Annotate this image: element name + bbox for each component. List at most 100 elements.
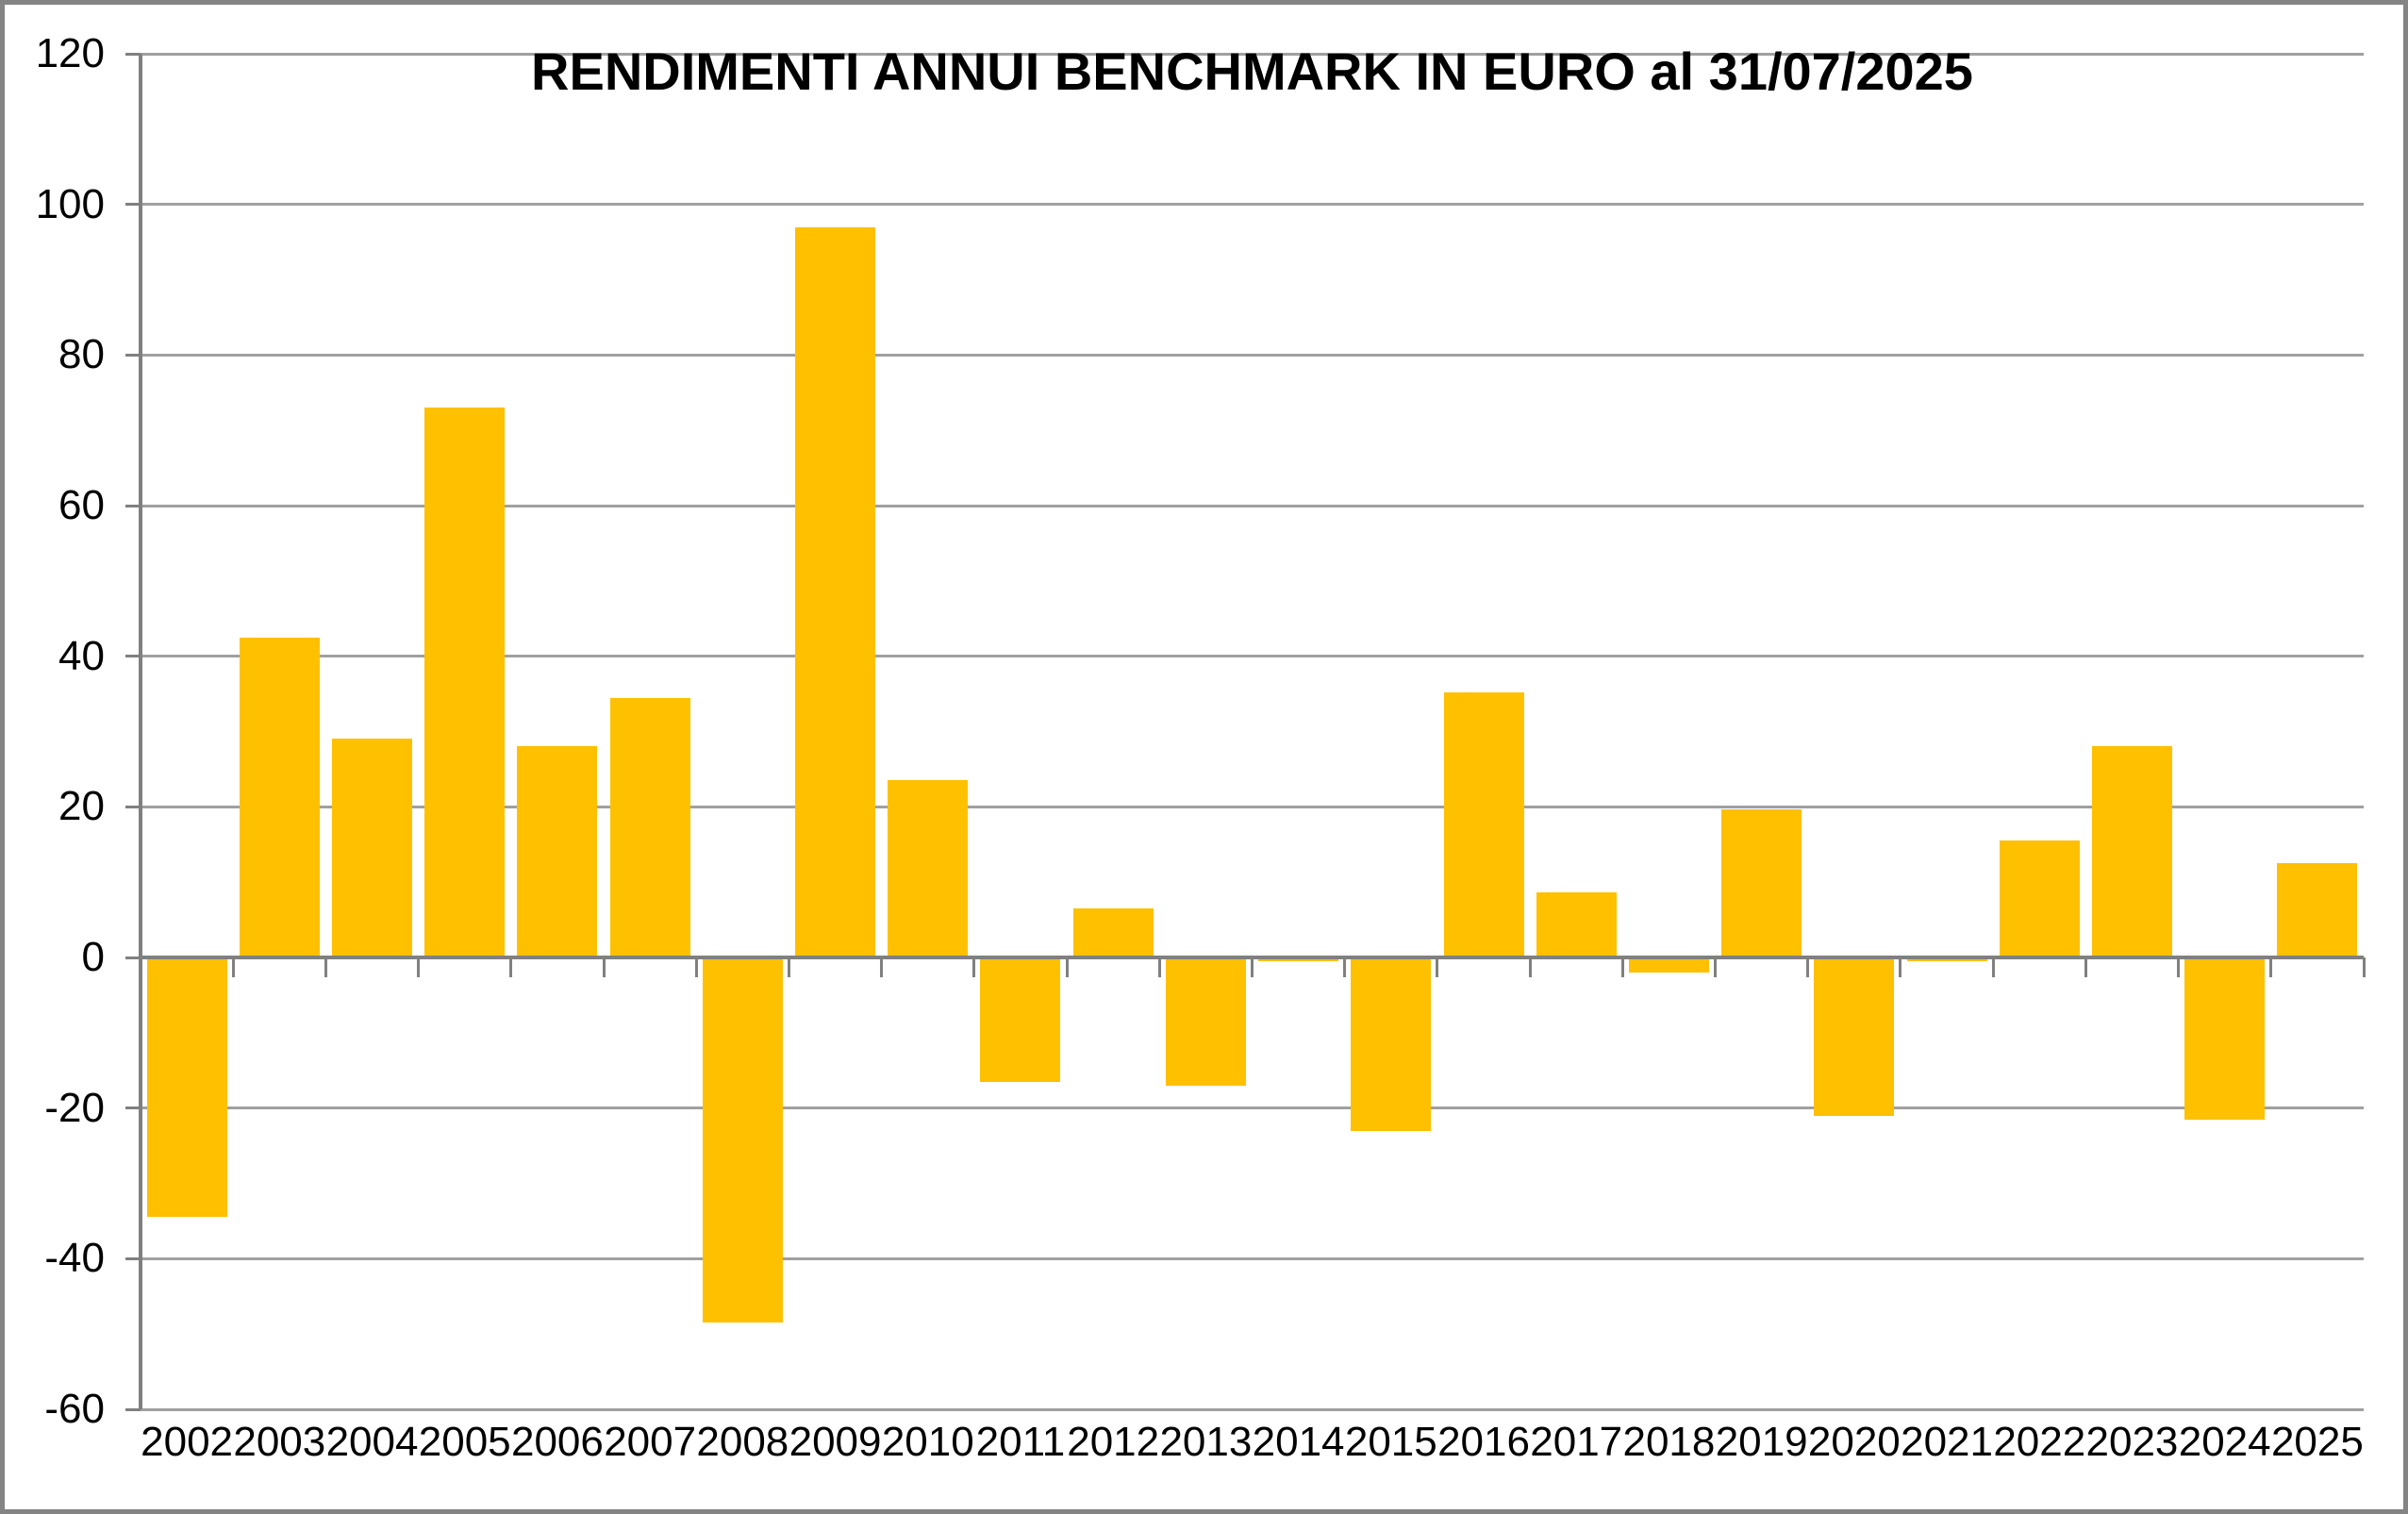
y-axis-line xyxy=(139,54,142,1409)
x-axis-tick-13 xyxy=(1343,957,1347,977)
x-axis-label-2018: 2018 xyxy=(1622,1419,1716,1465)
bar-2005 xyxy=(424,408,506,957)
x-axis-label-2006: 2006 xyxy=(510,1419,604,1465)
bar-2020 xyxy=(1814,957,1895,1116)
bar-2003 xyxy=(239,637,320,957)
x-axis-tick-23 xyxy=(2269,957,2273,977)
x-axis-tick-14 xyxy=(1436,957,1439,977)
gridline-80 xyxy=(141,353,2364,357)
x-axis-tick-24 xyxy=(2362,957,2366,977)
y-axis-tick--40 xyxy=(125,1256,141,1260)
gridline--40 xyxy=(141,1256,2364,1260)
x-axis-label-2011: 2011 xyxy=(975,1419,1066,1465)
x-axis-tick-9 xyxy=(972,957,976,977)
y-axis-label-120: 120 xyxy=(35,30,105,76)
x-axis-tick-6 xyxy=(694,957,698,977)
x-axis-label-2017: 2017 xyxy=(1530,1419,1623,1465)
x-axis-tick-16 xyxy=(1620,957,1624,977)
bar-2019 xyxy=(1721,808,1802,957)
x-axis-label-2014: 2014 xyxy=(1252,1419,1345,1465)
bar-2015 xyxy=(1351,957,1432,1131)
x-axis-tick-8 xyxy=(880,957,884,977)
x-axis-tick-12 xyxy=(1251,957,1254,977)
x-axis-tick-5 xyxy=(602,957,606,977)
y-axis-label--60: -60 xyxy=(44,1386,105,1432)
x-axis-tick-22 xyxy=(2177,957,2181,977)
bar-2012 xyxy=(1072,908,1154,957)
y-axis-tick-120 xyxy=(125,52,141,56)
x-axis-label-2012: 2012 xyxy=(1067,1419,1160,1465)
x-axis-label-2009: 2009 xyxy=(789,1419,882,1465)
x-axis-label-2024: 2024 xyxy=(2178,1419,2271,1465)
x-axis-tick-1 xyxy=(231,957,235,977)
x-axis-label-2013: 2013 xyxy=(1159,1419,1253,1465)
x-axis-tick-21 xyxy=(2084,957,2087,977)
y-axis-label--20: -20 xyxy=(44,1084,105,1131)
x-axis-tick-4 xyxy=(509,957,513,977)
y-axis-label-40: 40 xyxy=(58,632,105,679)
x-axis-tick-15 xyxy=(1528,957,1532,977)
x-axis-tick-10 xyxy=(1065,957,1069,977)
bar-2010 xyxy=(888,780,969,957)
y-axis-tick-60 xyxy=(125,504,141,507)
bar-2011 xyxy=(980,957,1061,1082)
bar-2002 xyxy=(146,957,227,1218)
bar-2022 xyxy=(1999,840,2080,957)
bar-2025 xyxy=(2277,863,2358,957)
x-axis-tick-17 xyxy=(1714,957,1718,977)
x-axis-label-2003: 2003 xyxy=(233,1419,326,1465)
bar-2024 xyxy=(2184,957,2266,1120)
bar-2004 xyxy=(332,739,413,957)
bar-2008 xyxy=(702,957,783,1323)
bar-2018 xyxy=(1628,957,1709,973)
y-axis-label-60: 60 xyxy=(58,482,105,528)
bar-2006 xyxy=(517,746,598,957)
y-axis-label-20: 20 xyxy=(58,783,105,830)
x-axis-tick-2 xyxy=(324,957,327,977)
y-axis-label-80: 80 xyxy=(58,331,105,378)
x-axis-label-2016: 2016 xyxy=(1437,1419,1530,1465)
gridline--20 xyxy=(141,1106,2364,1110)
y-axis-tick-40 xyxy=(125,655,141,658)
y-axis-label--40: -40 xyxy=(44,1235,105,1282)
x-axis-label-2005: 2005 xyxy=(418,1419,511,1465)
gridline-40 xyxy=(141,655,2364,658)
bar-2009 xyxy=(795,226,876,957)
y-axis-tick-20 xyxy=(125,805,141,808)
bar-2016 xyxy=(1443,691,1524,957)
bar-2017 xyxy=(1536,891,1617,957)
y-axis-tick-80 xyxy=(125,353,141,357)
x-axis-tick-20 xyxy=(1991,957,1995,977)
x-axis-label-2019: 2019 xyxy=(1715,1419,1808,1465)
x-axis-label-2007: 2007 xyxy=(604,1419,697,1465)
bar-2013 xyxy=(1165,957,1246,1086)
x-axis-label-2021: 2021 xyxy=(1901,1419,1993,1465)
x-axis-label-2010: 2010 xyxy=(881,1419,974,1465)
x-axis-label-2020: 2020 xyxy=(1807,1419,1901,1465)
gridline-60 xyxy=(141,504,2364,507)
y-axis-tick--60 xyxy=(125,1407,141,1411)
x-axis-label-2008: 2008 xyxy=(696,1419,789,1465)
y-axis-tick-0 xyxy=(125,956,141,959)
y-axis-tick--20 xyxy=(125,1106,141,1110)
x-axis-tick-19 xyxy=(1899,957,1902,977)
x-axis-label-2004: 2004 xyxy=(325,1419,419,1465)
x-axis-tick-11 xyxy=(1157,957,1161,977)
x-axis-tick-18 xyxy=(1806,957,1810,977)
bar-2007 xyxy=(609,697,690,957)
y-axis-tick-100 xyxy=(125,203,141,207)
gridline-100 xyxy=(141,203,2364,207)
gridline--60 xyxy=(141,1407,2364,1411)
gridline-120 xyxy=(141,52,2364,56)
y-axis-label-0: 0 xyxy=(81,934,105,980)
x-axis-label-2022: 2022 xyxy=(1993,1419,2086,1465)
gridline-20 xyxy=(141,805,2364,808)
x-axis-tick-7 xyxy=(787,957,790,977)
y-axis-label-100: 100 xyxy=(35,180,105,227)
x-axis-tick-3 xyxy=(417,957,421,977)
x-axis-label-2025: 2025 xyxy=(2270,1419,2364,1465)
chart-title: RENDIMENTI ANNUI BENCHMARK IN EURO al 31… xyxy=(531,42,1973,101)
bar-2023 xyxy=(2091,746,2172,957)
x-axis-label-2002: 2002 xyxy=(141,1419,234,1465)
